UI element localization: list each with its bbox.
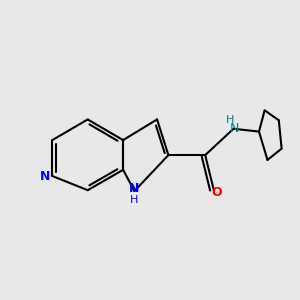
Text: O: O bbox=[211, 186, 222, 199]
Text: N: N bbox=[230, 122, 239, 135]
Text: H: H bbox=[226, 115, 234, 125]
Text: N: N bbox=[129, 182, 140, 195]
Text: N: N bbox=[40, 169, 50, 182]
Text: H: H bbox=[130, 194, 139, 205]
